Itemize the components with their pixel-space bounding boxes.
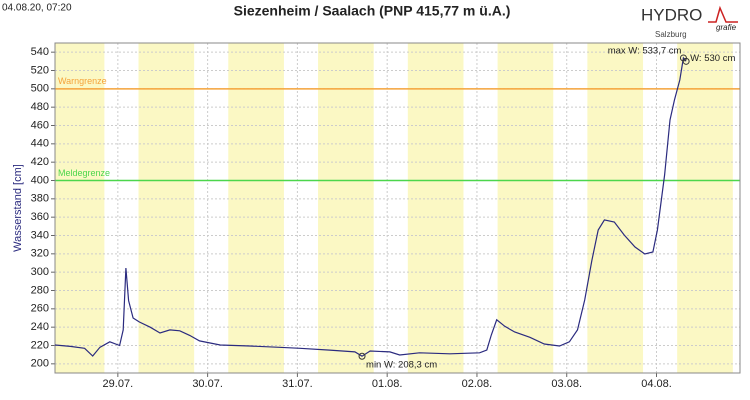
x-tick-label: 30.07.	[192, 378, 223, 390]
day-band	[318, 43, 374, 373]
annotation-marker	[682, 57, 690, 65]
y-tick-label: 360	[31, 211, 49, 223]
reference-label: Meldegrenze	[58, 168, 110, 178]
y-tick-label: 400	[31, 174, 49, 186]
x-tick-label: 03.08.	[551, 378, 582, 390]
y-tick-label: 240	[31, 321, 49, 333]
y-tick-label: 540	[31, 46, 49, 58]
x-tick-label: 31.07.	[282, 378, 313, 390]
day-band	[228, 43, 284, 373]
y-tick-label: 220	[31, 339, 49, 351]
x-tick-label: 29.07.	[103, 378, 134, 390]
annotation-label: max W: 533,7 cm	[608, 45, 682, 56]
y-tick-label: 380	[31, 193, 49, 205]
y-tick-label: 460	[31, 119, 49, 131]
logo-region: Salzburg	[655, 30, 687, 39]
y-tick-label: 260	[31, 303, 49, 315]
y-tick-label: 420	[31, 156, 49, 168]
y-tick-label: 300	[31, 266, 49, 278]
timestamp: 04.08.20, 07:20	[2, 3, 72, 14]
y-tick-label: 480	[31, 101, 49, 113]
x-tick-label: 02.08.	[462, 378, 493, 390]
day-band	[587, 43, 644, 373]
x-tick-label: 01.08.	[372, 378, 403, 390]
logo-icon	[708, 5, 738, 23]
y-tick-label: 340	[31, 229, 49, 241]
day-band	[138, 43, 195, 373]
day-band	[677, 43, 733, 373]
y-tick-label: 440	[31, 138, 49, 150]
y-tick-label: 200	[31, 358, 49, 370]
logo-name: HYDRO	[641, 5, 702, 24]
day-band	[407, 43, 464, 373]
data-line	[54, 56, 687, 357]
day-band	[55, 43, 105, 373]
annotation-label: min W: 208,3 cm	[366, 360, 437, 371]
x-tick-label: 04.08.	[641, 378, 672, 390]
y-tick-label: 320	[31, 248, 49, 260]
chart-title: Siezenheim / Saalach (PNP 415,77 m ü.A.)	[234, 3, 511, 19]
y-tick-label: 280	[31, 284, 49, 296]
logo-suffix: grafie	[716, 23, 737, 32]
annotation-marker	[358, 352, 366, 360]
y-tick-label: 500	[31, 83, 49, 95]
reference-label: Warngrenze	[58, 76, 107, 86]
day-band	[497, 43, 554, 373]
plot-border	[54, 42, 741, 374]
annotation-label: W: 530 cm	[690, 53, 735, 64]
y-tick-label: 520	[31, 64, 49, 76]
y-axis-label: Wasserstand [cm]	[12, 164, 24, 252]
